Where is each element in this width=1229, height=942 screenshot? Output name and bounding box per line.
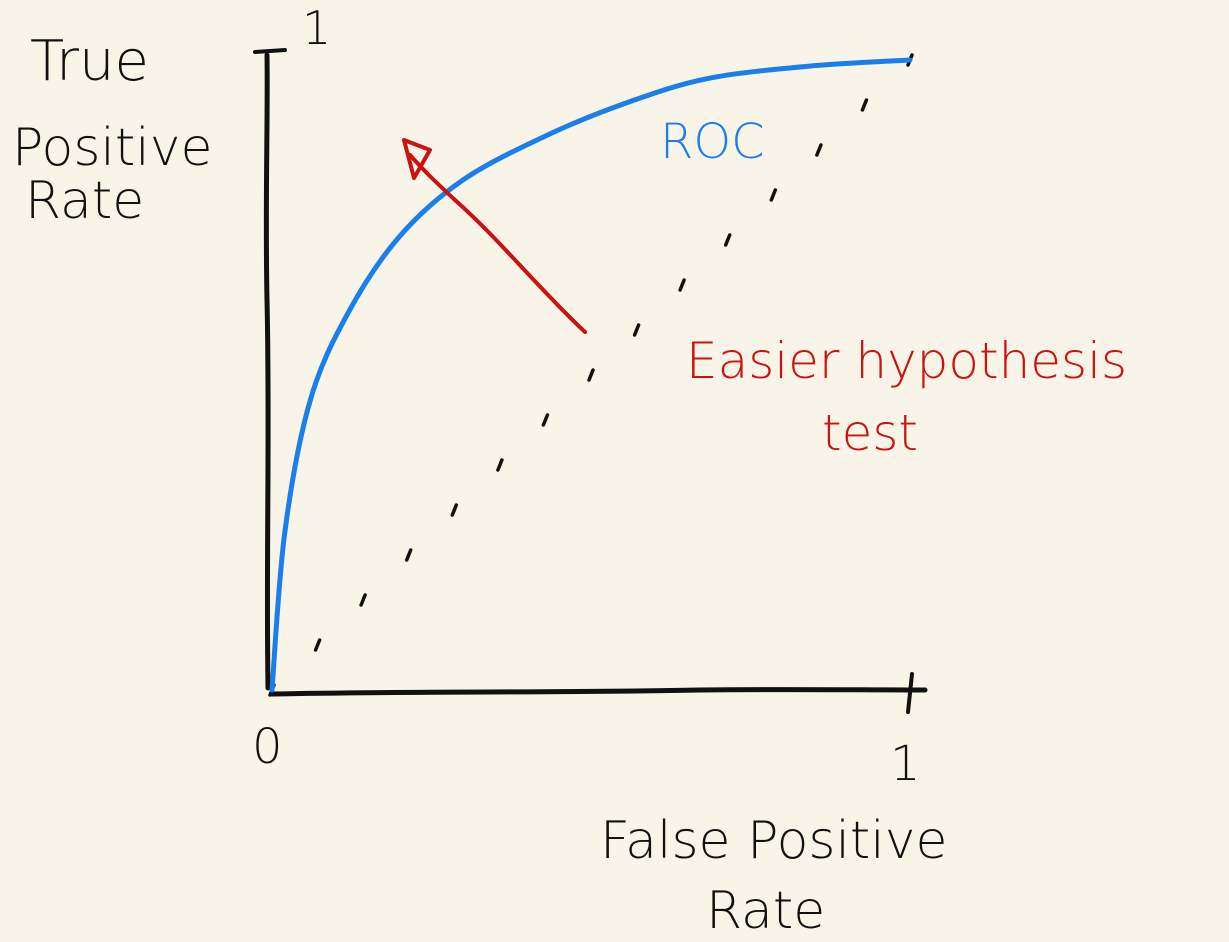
diagonal-reference-line (268, 53, 914, 697)
diagonal-dash (632, 323, 641, 337)
diagonal-dash (678, 278, 686, 292)
x-axis (269, 687, 928, 697)
annotation-line-2: test (822, 404, 918, 462)
diagonal-dash (860, 98, 869, 112)
diagonal-dash (450, 503, 459, 517)
diagonal-dash (815, 143, 823, 157)
diagonal-dash (359, 593, 367, 607)
roc-curve (269, 57, 913, 693)
y-axis-label-line-1: True (30, 29, 149, 94)
diagonal-dash (404, 548, 413, 562)
diagonal-dash (313, 638, 322, 652)
diagonal-dash (541, 413, 550, 427)
x-tick-1: 1 (890, 736, 921, 792)
easier-test-arrow (408, 153, 587, 334)
diagonal-dash (769, 188, 778, 202)
x-tick-0: 0 (252, 719, 283, 775)
y-axis-label-line-2: Positive (12, 118, 212, 178)
arrow-head (402, 138, 432, 180)
diagonal-dash (587, 368, 595, 382)
roc-series-label: ROC (660, 114, 765, 170)
diagonal-dash (496, 458, 504, 472)
annotation-line-1: Easier hypothesis (686, 332, 1127, 390)
x-axis-label-line-1: False Positive (600, 811, 948, 871)
diagonal-dash (723, 233, 732, 247)
y-axis-top-tick (253, 48, 287, 54)
y-axis (263, 52, 271, 691)
y-tick-1: 1 (302, 1, 331, 55)
x-axis-label-line-2: Rate (706, 881, 825, 941)
x-axis-end-tick (906, 672, 914, 714)
y-axis-label-line-3: Rate (25, 171, 144, 231)
